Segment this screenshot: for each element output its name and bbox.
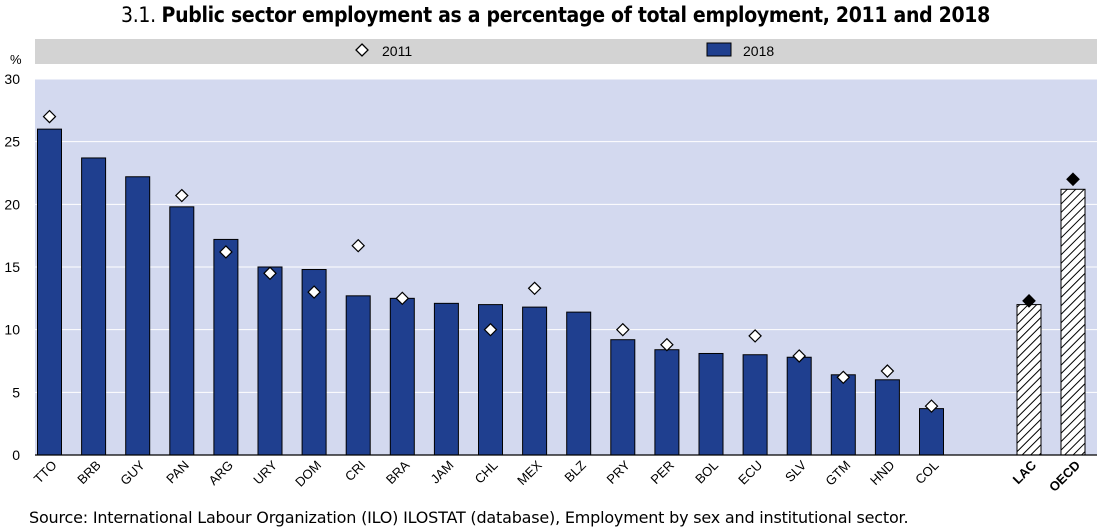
x-tick-label-jam: JAM (428, 458, 457, 487)
y-tick-label: 25 (4, 134, 20, 150)
x-tick-label-mex: MEX (514, 457, 545, 488)
chart-title-number: 3.1. (121, 3, 156, 27)
x-tick-label-oecd: OECD (1046, 458, 1083, 495)
bar-2018-brb (81, 157, 107, 456)
bar-2018-hnd (874, 379, 900, 456)
x-tick-label-ecu: ECU (735, 458, 765, 488)
bar-2018-tto (37, 128, 62, 456)
bar-2018-pry (610, 339, 636, 456)
source-note: Source: International Labour Organizatio… (29, 508, 909, 527)
x-tick-label-ury: URY (250, 457, 280, 487)
marker-2011-tto (42, 109, 57, 124)
x-tick-label-cri: CRI (342, 458, 368, 484)
marker-2011-ecu (748, 329, 762, 343)
marker-2011-gtm (836, 370, 851, 385)
marker-2011-oecd (1066, 172, 1080, 187)
marker-2011-pan (174, 188, 189, 203)
y-tick-label: 20 (4, 196, 20, 212)
bar-2018-pan (169, 206, 195, 456)
bar-2018-guy (125, 176, 151, 456)
x-tick-label-chl: CHL (472, 458, 501, 487)
x-tick-label-hnd: HND (867, 458, 898, 489)
legend-label-2018: 2018 (743, 43, 774, 59)
x-tick-label-dom: DOM (292, 458, 324, 490)
y-tick-label: 30 (4, 71, 20, 87)
bar-2018-mex (522, 306, 548, 456)
marker-2011-bra (395, 291, 410, 306)
bar-2018-ecu (742, 354, 768, 456)
marker-2011-slv (792, 349, 807, 363)
bar-2018-oecd (1060, 188, 1086, 456)
marker-2011-mex (527, 281, 542, 296)
x-tick-label-bra: BRA (383, 457, 413, 487)
bar-2018-col (919, 408, 944, 456)
bar-2018-ury (257, 266, 283, 456)
bar-2018-gtm (830, 374, 856, 456)
bar-2018-blz (566, 311, 592, 456)
marker-2011-hnd (880, 364, 895, 378)
x-tick-label-pry: PRY (604, 457, 634, 487)
x-tick-label-col: COL (912, 458, 942, 488)
marker-2011-cri (351, 238, 366, 253)
legend-label-2011: 2011 (382, 43, 412, 59)
chart-title-text: Public sector employment as a percentage… (161, 3, 991, 27)
x-tick-label-brb: BRB (74, 458, 104, 488)
marker-2011-arg (219, 245, 233, 259)
y-tick-label: 10 (4, 322, 20, 338)
y-tick-label: 0 (12, 447, 20, 463)
bar-2018-per (654, 349, 680, 456)
marker-2011-per (660, 337, 674, 352)
marker-2011-pry (615, 322, 630, 337)
x-tick-label-arg: ARG (205, 458, 236, 489)
x-tick-label-blz: BLZ (561, 457, 589, 485)
legend-swatch-2018 (706, 42, 732, 57)
y-tick-label: 5 (12, 384, 20, 400)
bar-2018-arg (213, 238, 239, 456)
marker-2011-ury (263, 266, 277, 281)
chart-title: 3.1. Public sector employment as a perce… (0, 3, 1111, 27)
bar-2018-bra (389, 297, 415, 456)
x-tick-label-slv: SLV (782, 457, 810, 485)
bar-2018-cri (345, 295, 371, 456)
marker-2011-lac (1022, 293, 1036, 308)
y-tick-label: 15 (4, 259, 20, 275)
bar-2018-jam (433, 302, 459, 456)
bar-2018-lac (1016, 304, 1042, 456)
bar-2018-bol (698, 352, 724, 456)
x-tick-label-pan: PAN (163, 458, 192, 487)
bar-2018-slv (786, 356, 812, 456)
x-tick-label-per: PER (648, 458, 678, 488)
marker-2011-chl (483, 322, 498, 337)
x-tick-label-tto: TTO (31, 458, 60, 487)
x-tick-label-bol: BOL (692, 458, 721, 487)
legend-band (35, 39, 1097, 64)
x-tick-label-gtm: GTM (822, 458, 853, 489)
marker-2011-dom (307, 285, 321, 299)
x-tick-label-guy: GUY (117, 457, 148, 488)
marker-2011-col (924, 399, 939, 413)
legend-marker-2011 (355, 43, 369, 57)
y-axis-unit: % (10, 52, 22, 67)
x-tick-label-lac: LAC (1010, 457, 1040, 487)
